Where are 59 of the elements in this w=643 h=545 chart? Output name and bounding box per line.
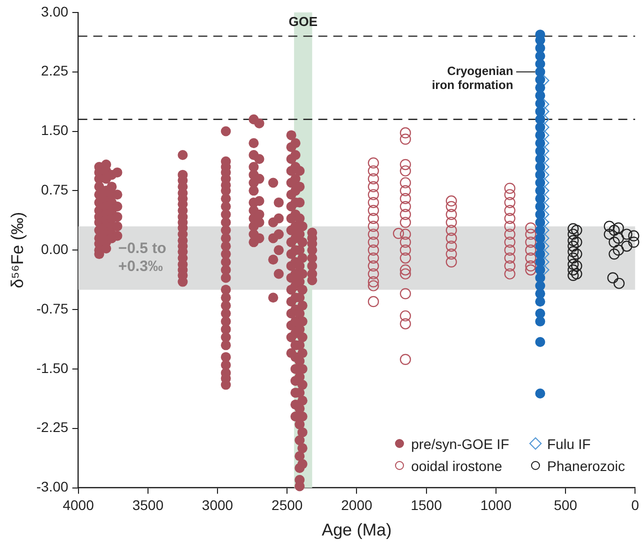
x-tick-label: 500: [554, 497, 578, 514]
point: [568, 252, 579, 264]
point: [612, 222, 624, 234]
point: [608, 248, 620, 260]
x-tick-label: 3000: [202, 497, 234, 514]
point: [535, 337, 546, 348]
x-axis-title: Age (Ma): [322, 520, 392, 540]
point: [568, 270, 579, 282]
point: [571, 268, 582, 280]
y-tick-label: 1.50: [41, 122, 69, 138]
y-tick-label: 3.00: [41, 3, 69, 20]
y-tick-label: -3.00: [36, 478, 69, 495]
point: [535, 316, 546, 326]
y-tick-label: -2.25: [36, 419, 69, 436]
y-axis-title: δ⁵⁶Fe (‰): [8, 212, 27, 288]
legend-label: ooidal irostone: [411, 458, 502, 474]
y-tick-label: -0.75: [36, 300, 69, 316]
point: [568, 228, 579, 240]
point: [535, 388, 546, 399]
point: [571, 260, 582, 272]
point: [568, 223, 579, 234]
x-tick-label: 3500: [132, 497, 164, 514]
point: [614, 278, 625, 289]
y-tick-label: 2.25: [41, 62, 69, 79]
point: [568, 235, 579, 246]
point: [621, 228, 632, 240]
legend-label: Fulu IF: [547, 436, 591, 452]
point: [608, 236, 620, 248]
band-label: −0.5 to +0.3‰: [118, 240, 166, 276]
y-tick-label: -1.50: [36, 360, 69, 376]
point: [568, 240, 579, 252]
point: [571, 248, 582, 260]
point: [568, 264, 579, 276]
point: [571, 236, 582, 248]
point: [568, 246, 579, 258]
annotation: Cryogenian iron formation: [432, 64, 514, 92]
point: [535, 296, 546, 307]
y-tick-label: 0.00: [41, 240, 69, 257]
x-tick-label: 1500: [410, 497, 442, 514]
y-tick-label: 0.75: [41, 182, 69, 198]
x-tick-label: 1000: [480, 497, 512, 514]
x-tick-label: 4000: [62, 497, 94, 514]
point: [607, 272, 618, 284]
point: [571, 224, 582, 236]
point: [608, 224, 620, 236]
point: [612, 244, 624, 256]
x-tick-label: 0: [631, 497, 640, 514]
point: [568, 258, 579, 270]
legend-label: Phanerozoic: [547, 458, 625, 474]
x-tick-label: 2500: [272, 497, 303, 514]
point: [604, 228, 615, 240]
legend-label: pre/syn-GOE IF: [411, 436, 510, 452]
point: [628, 230, 640, 242]
point: [628, 236, 640, 248]
band-label: GOE: [288, 14, 318, 29]
point: [612, 232, 624, 244]
point: [604, 220, 615, 232]
x-tick-label: 2000: [341, 497, 372, 514]
point: [621, 240, 632, 252]
